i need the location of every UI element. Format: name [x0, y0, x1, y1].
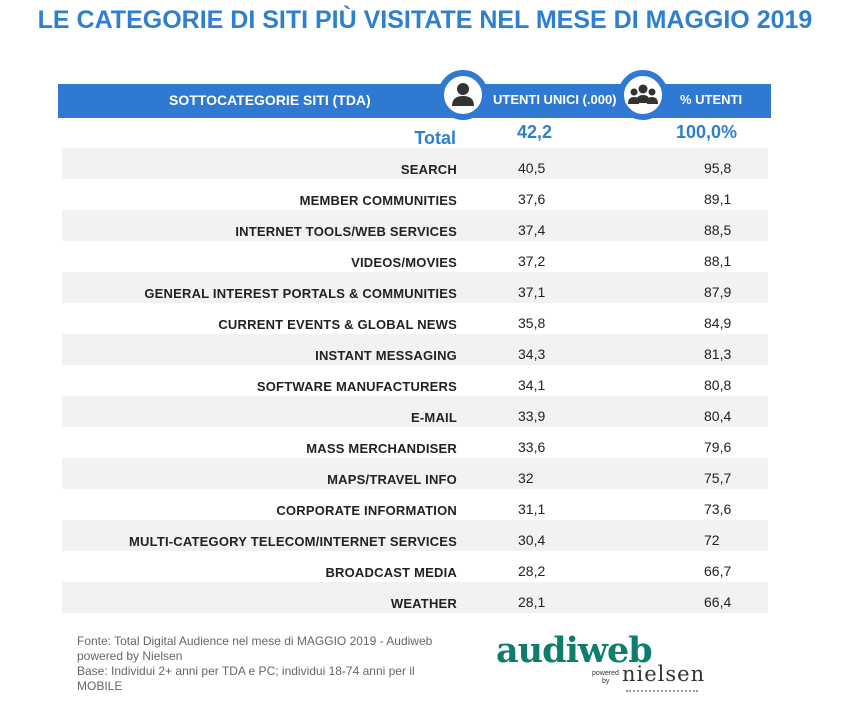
footnote-line: Fonte: Total Digital Audience nel mese d… [77, 634, 433, 648]
row-users-value: 34,3 [518, 346, 546, 362]
row-users-value: 32 [518, 470, 534, 486]
row-category-label: INTERNET TOOLS/WEB SERVICES [235, 224, 457, 239]
row-pct-value: 88,5 [704, 222, 732, 238]
logo-powered-by: powered by [592, 670, 619, 686]
logo-powered-text: powered [592, 670, 619, 677]
row-category-label: MASS MERCHANDISER [306, 441, 457, 456]
footnote-line: powered by Nielsen [77, 649, 183, 663]
row-users-value: 33,9 [518, 408, 546, 424]
row-pct-value: 84,9 [704, 315, 732, 331]
row-category-label: MULTI-CATEGORY TELECOM/INTERNET SERVICES [129, 534, 457, 549]
row-users-value: 37,6 [518, 191, 546, 207]
row-category-label: SEARCH [400, 162, 457, 177]
footnote-line: MOBILE [77, 679, 123, 693]
row-pct-value: 73,6 [704, 501, 732, 517]
row-pct-value: 89,1 [704, 191, 732, 207]
row-users-value: 35,8 [518, 315, 546, 331]
row-users-value: 34,1 [518, 377, 546, 393]
row-pct-value: 80,4 [704, 408, 732, 424]
logo-dots [626, 690, 698, 695]
header-users-label: UTENTI UNICI (.000) [493, 92, 617, 107]
row-pct-value: 66,4 [704, 594, 732, 610]
row-pct-value: 75,7 [704, 470, 732, 486]
user-icon [438, 70, 488, 120]
row-pct-value: 79,6 [704, 439, 732, 455]
row-users-value: 40,5 [518, 160, 546, 176]
row-pct-value: 72 [704, 532, 720, 548]
table-row: BROADCAST MEDIA 28,2 66,7 [62, 551, 768, 582]
logo-by-text: by [602, 678, 610, 685]
row-category-label: VIDEOS/MOVIES [351, 255, 457, 270]
total-pct-value: 100,0% [676, 122, 738, 142]
row-users-value: 37,2 [518, 253, 546, 269]
page-title: LE CATEGORIE DI SITI PIÙ VISITATE NEL ME… [37, 6, 813, 34]
table-row: SOFTWARE MANUFACTURERS 34,1 80,8 [62, 365, 768, 396]
row-users-value: 31,1 [518, 501, 546, 517]
table-row: CURRENT EVENTS & GLOBAL NEWS 35,8 84,9 [62, 303, 768, 334]
logo-nielsen: nielsen [622, 662, 706, 686]
total-label: Total [414, 128, 456, 148]
row-pct-value: 88,1 [704, 253, 732, 269]
table-row: SEARCH 40,5 95,8 [62, 148, 768, 179]
row-category-label: SOFTWARE MANUFACTURERS [256, 379, 457, 394]
row-pct-value: 81,3 [704, 346, 732, 362]
table-row: MASS MERCHANDISER 33,6 79,6 [62, 427, 768, 458]
table-row: E-MAIL 33,9 80,4 [62, 396, 768, 427]
row-pct-value: 95,8 [704, 160, 732, 176]
row-users-value: 37,4 [518, 222, 546, 238]
row-category-label: WEATHER [390, 596, 457, 611]
logo-wordmark: audiweb [496, 630, 653, 671]
row-category-label: CORPORATE INFORMATION [276, 503, 457, 518]
total-users-value: 42,2 [517, 122, 553, 142]
row-category-label: E-MAIL [411, 410, 457, 425]
source-footnote: Fonte: Total Digital Audience nel mese d… [77, 634, 477, 694]
table-row: CORPORATE INFORMATION 31,1 73,6 [62, 489, 768, 520]
row-category-label: BROADCAST MEDIA [325, 565, 457, 580]
category-table: SEARCH 40,5 95,8 MEMBER COMMUNITIES 37,6 89,1… [62, 148, 768, 613]
row-users-value: 28,2 [518, 563, 546, 579]
row-category-label: CURRENT EVENTS & GLOBAL NEWS [218, 317, 457, 332]
row-pct-value: 87,9 [704, 284, 732, 300]
table-row: GENERAL INTEREST PORTALS & COMMUNITIES 37… [62, 272, 768, 303]
table-row: MEMBER COMMUNITIES 37,6 89,1 [62, 179, 768, 210]
table-row: WEATHER 28,1 66,4 [62, 582, 768, 613]
footnote-line: Base: Individui 2+ anni per TDA e PC; in… [77, 664, 415, 678]
row-pct-value: 66,7 [704, 563, 732, 579]
row-users-value: 37,1 [518, 284, 546, 300]
audiweb-logo: audiweb powered by nielsen [496, 630, 704, 692]
row-category-label: INSTANT MESSAGING [315, 348, 457, 363]
row-users-value: 28,1 [518, 594, 546, 610]
group-icon [618, 70, 668, 120]
table-row: INSTANT MESSAGING 34,3 81,3 [62, 334, 768, 365]
table-row: MAPS/TRAVEL INFO 32 75,7 [62, 458, 768, 489]
row-users-value: 30,4 [518, 532, 546, 548]
row-category-label: MAPS/TRAVEL INFO [327, 472, 457, 487]
row-users-value: 33,6 [518, 439, 546, 455]
row-category-label: MEMBER COMMUNITIES [299, 193, 457, 208]
header-subcategory-label: SOTTOCATEGORIE SITI (TDA) [169, 92, 371, 108]
table-row: MULTI-CATEGORY TELECOM/INTERNET SERVICES… [62, 520, 768, 551]
table-row: INTERNET TOOLS/WEB SERVICES 37,4 88,5 [62, 210, 768, 241]
header-pct-label: % UTENTI [680, 92, 743, 107]
row-category-label: GENERAL INTEREST PORTALS & COMMUNITIES [144, 286, 457, 301]
row-pct-value: 80,8 [704, 377, 732, 393]
table-row: VIDEOS/MOVIES 37,2 88,1 [62, 241, 768, 272]
